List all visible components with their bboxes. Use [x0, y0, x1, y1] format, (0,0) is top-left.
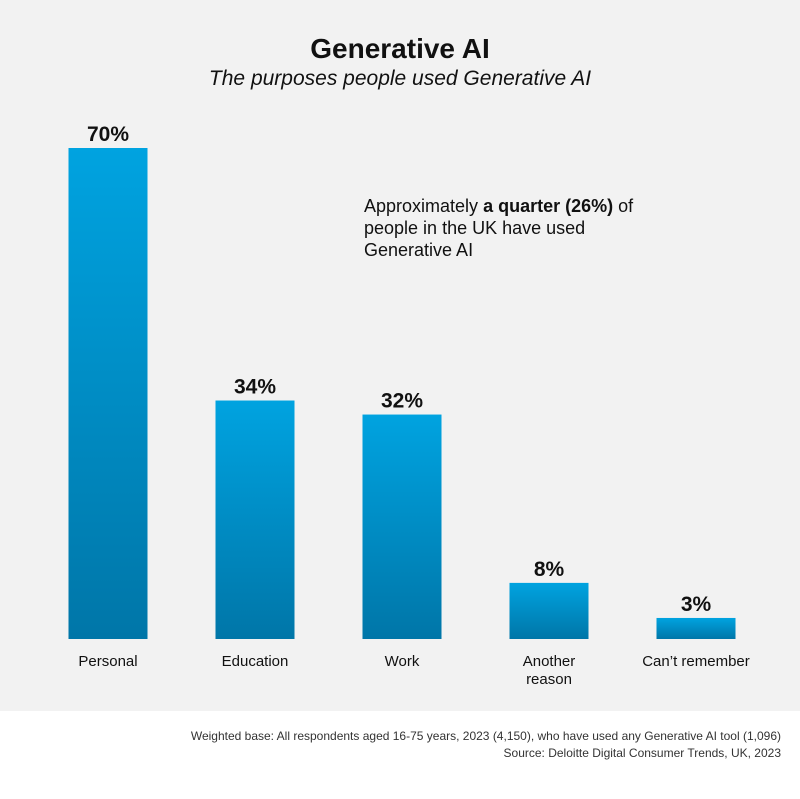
- annotation-bold: a quarter (26%): [483, 196, 614, 216]
- bar-2: [362, 414, 442, 639]
- value-label-1: 34%: [234, 376, 276, 399]
- bar-1: [215, 400, 295, 639]
- category-label-3-line-0: Another: [523, 653, 576, 670]
- chart-subtitle: The purposes people used Generative AI: [208, 67, 592, 90]
- chart-title: Generative AI: [310, 33, 490, 64]
- source-note: Source: Deloitte Digital Consumer Trends…: [503, 746, 781, 760]
- category-label-2: Work: [385, 653, 420, 670]
- annotation-pre: Approximately: [364, 196, 484, 216]
- bar-0: [68, 148, 148, 639]
- chart-footer: Weighted base: All respondents aged 16-7…: [191, 728, 781, 762]
- annotation-text: Approximately a quarter (26%) of people …: [364, 195, 664, 261]
- value-label-2: 32%: [381, 390, 423, 413]
- annotation-post: of people in the UK have used Generative…: [364, 196, 634, 260]
- weighted-base-note: Weighted base: All respondents aged 16-7…: [190, 729, 781, 743]
- bar-4: [656, 617, 736, 639]
- value-label-0: 70%: [87, 123, 129, 146]
- category-label-4: Can’t remember: [642, 653, 750, 670]
- category-label-3-line-1: reason: [526, 671, 572, 688]
- bar-3: [509, 582, 589, 639]
- value-label-4: 3%: [681, 593, 712, 616]
- category-label-1: Education: [222, 653, 289, 670]
- category-label-0: Personal: [78, 653, 137, 670]
- bars-group: 70% Personal 34% Education 32% Work 8% Anotherr…: [68, 123, 750, 688]
- value-label-3: 8%: [534, 558, 565, 581]
- bar-chart: 70% Personal 34% Education 32% Work 8% Anotherr…: [68, 123, 750, 688]
